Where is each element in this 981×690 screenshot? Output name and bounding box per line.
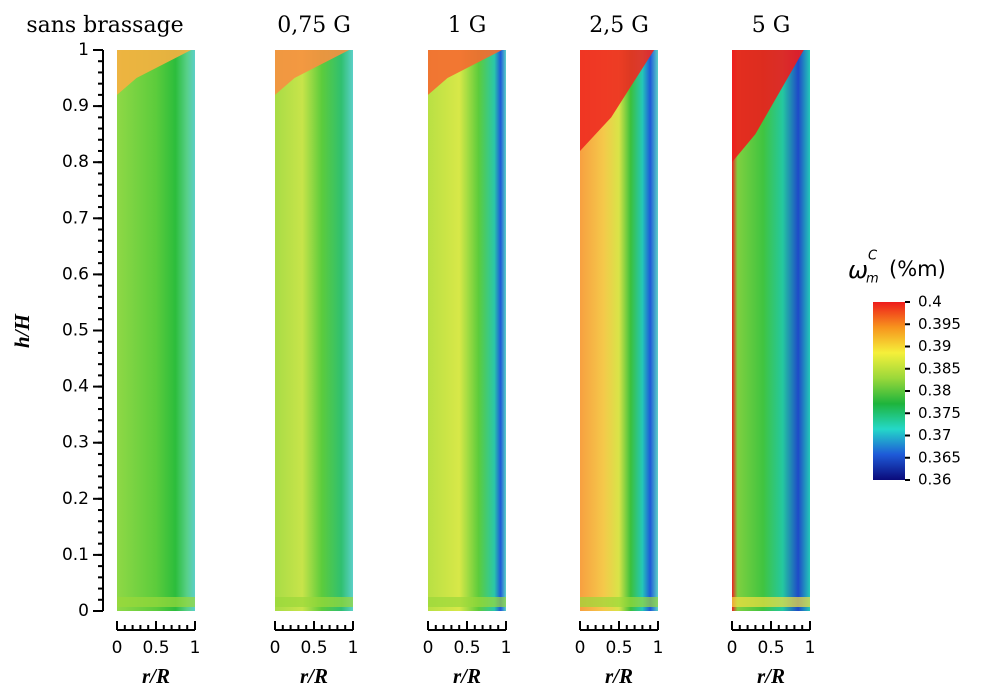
panel-title: 5 G bbox=[752, 13, 791, 38]
y-tick-label: 1 bbox=[78, 40, 89, 60]
bottom-layer bbox=[275, 597, 353, 607]
x-tick-label: 0 bbox=[270, 638, 281, 658]
panel-title: 0,75 G bbox=[277, 13, 351, 38]
bottom-layer bbox=[428, 597, 506, 607]
bottom-layer bbox=[117, 597, 195, 607]
x-tick-label: 0.5 bbox=[453, 638, 480, 658]
colorbar-sup: C bbox=[868, 249, 878, 264]
colorbar-tick-label: 0.395 bbox=[918, 315, 961, 333]
x-tick-label: 0.5 bbox=[605, 638, 632, 658]
high-concentration-zone bbox=[275, 50, 350, 95]
x-axis-label: r/R bbox=[142, 664, 170, 688]
colorbar-sub: m bbox=[866, 272, 879, 287]
colorbar-tick-label: 0.39 bbox=[918, 337, 951, 355]
colorbar-tick-label: 0.36 bbox=[918, 471, 951, 489]
y-tick-label: 0.8 bbox=[62, 152, 89, 172]
x-tick-label: 0.5 bbox=[757, 638, 784, 658]
contour-field bbox=[117, 50, 195, 611]
x-tick-label: 0 bbox=[112, 638, 123, 658]
colorbar-tick-label: 0.37 bbox=[918, 426, 951, 444]
high-concentration-zone bbox=[580, 50, 655, 151]
colorbar bbox=[873, 302, 905, 480]
y-tick-label: 0.5 bbox=[62, 321, 89, 341]
x-tick-label: 1 bbox=[653, 638, 664, 658]
x-tick-label: 1 bbox=[348, 638, 359, 658]
y-axis-label: h/H bbox=[10, 313, 34, 348]
colorbar-title: ω m C (%m) bbox=[848, 249, 946, 287]
x-tick-label: 0.5 bbox=[142, 638, 169, 658]
panel-title: 2,5 G bbox=[589, 13, 649, 38]
bottom-layer bbox=[580, 597, 658, 607]
y-tick-label: 0 bbox=[78, 601, 89, 621]
x-tick-label: 0.5 bbox=[300, 638, 327, 658]
contour-field bbox=[275, 50, 353, 611]
y-tick-label: 0.1 bbox=[62, 545, 89, 565]
panel-title: 1 G bbox=[448, 13, 487, 38]
contour-field bbox=[580, 50, 658, 611]
x-tick-label: 0 bbox=[575, 638, 586, 658]
x-axis-label: r/R bbox=[300, 664, 328, 688]
y-tick-label: 0.3 bbox=[62, 433, 89, 453]
colorbar-tick-label: 0.385 bbox=[918, 359, 961, 377]
colorbar-tick-label: 0.365 bbox=[918, 448, 961, 466]
x-tick-label: 0 bbox=[423, 638, 434, 658]
colorbar-symbol: ω bbox=[848, 256, 868, 284]
x-tick-label: 1 bbox=[190, 638, 201, 658]
contour-field bbox=[428, 50, 506, 611]
colorbar-tick-label: 0.38 bbox=[918, 382, 951, 400]
high-concentration-zone bbox=[117, 50, 192, 95]
high-concentration-zone bbox=[428, 50, 503, 95]
x-tick-label: 1 bbox=[501, 638, 512, 658]
x-axis-label: r/R bbox=[453, 664, 481, 688]
y-tick-label: 0.9 bbox=[62, 96, 89, 116]
bottom-layer bbox=[732, 597, 810, 607]
y-tick-label: 0.4 bbox=[62, 377, 89, 397]
x-tick-label: 1 bbox=[805, 638, 816, 658]
colorbar-unit: (%m) bbox=[889, 257, 946, 281]
x-axis-label: r/R bbox=[757, 664, 785, 688]
colorbar-tick-label: 0.4 bbox=[918, 293, 942, 311]
y-tick-label: 0.7 bbox=[62, 208, 89, 228]
x-axis-label: r/R bbox=[605, 664, 633, 688]
x-tick-label: 0 bbox=[727, 638, 738, 658]
y-tick-label: 0.6 bbox=[62, 264, 89, 284]
colorbar-tick-label: 0.375 bbox=[918, 404, 961, 422]
panel-title: sans brassage bbox=[26, 13, 183, 38]
y-tick-label: 0.2 bbox=[62, 489, 89, 509]
high-concentration-zone bbox=[732, 50, 804, 163]
